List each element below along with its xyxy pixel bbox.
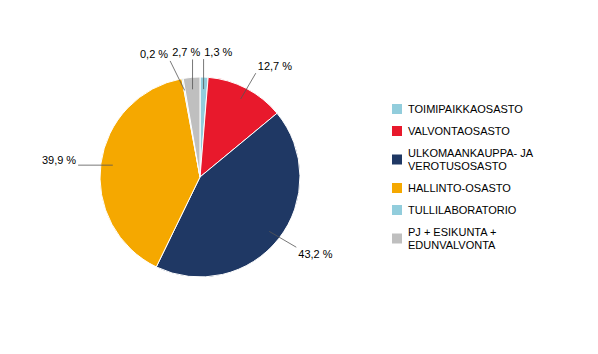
leader-lines [78, 59, 296, 247]
legend-swatch [392, 234, 402, 244]
legend-item: VALVONTAOSASTO [392, 125, 510, 137]
pie-slice [183, 77, 200, 177]
leader-line [241, 73, 256, 99]
data-label: 39,9 % [42, 154, 76, 166]
leader-line [203, 59, 204, 89]
legend: TOIMIPAIKKAOSASTO VALVONTAOSASTO ULKOMAANK… [392, 103, 534, 251]
legend-label: ULKOMAANKAUPPA- JAVEROTUSOSASTO [408, 147, 534, 172]
data-label: 1,3 % [204, 46, 232, 58]
legend-swatch [392, 104, 402, 114]
data-labels: 1,3 % 12,7 % 43,2 % 39,9 % 0,2 % 2,7 % [42, 46, 333, 260]
leader-line [170, 61, 184, 90]
legend-label: TULLILABORATORIO [408, 204, 517, 216]
data-label: 0,2 % [140, 48, 168, 60]
legend-item: TOIMIPAIKKAOSASTO [392, 103, 523, 115]
data-label: 12,7 % [258, 60, 292, 72]
slices [100, 77, 300, 277]
leader-line [269, 231, 296, 247]
legend-label: HALLINTO-OSASTO [408, 182, 511, 194]
legend-swatch [392, 126, 402, 136]
legend-swatch [392, 183, 402, 193]
chart: 1,3 % 12,7 % 43,2 % 39,9 % 0,2 % 2,7 % TOIMIPA… [0, 0, 598, 354]
data-label: 2,7 % [172, 46, 200, 58]
legend-swatch [392, 205, 402, 215]
legend-item: ULKOMAANKAUPPA- JAVEROTUSOSASTO [392, 147, 534, 172]
pie-slice [100, 79, 200, 267]
legend-label: TOIMIPAIKKAOSASTO [408, 103, 523, 115]
legend-label: VALVONTAOSASTO [408, 125, 510, 137]
legend-item: PJ + ESIKUNTA +EDUNVALVONTA [392, 226, 496, 251]
legend-label: PJ + ESIKUNTA +EDUNVALVONTA [408, 226, 496, 251]
legend-item: HALLINTO-OSASTO [392, 182, 511, 194]
legend-item: TULLILABORATORIO [392, 204, 517, 216]
legend-swatch [392, 155, 402, 165]
leader-line [192, 59, 193, 89]
leader-line [78, 165, 113, 166]
pie: 1,3 % 12,7 % 43,2 % 39,9 % 0,2 % 2,7 % [42, 46, 333, 277]
data-label: 43,2 % [298, 248, 332, 260]
